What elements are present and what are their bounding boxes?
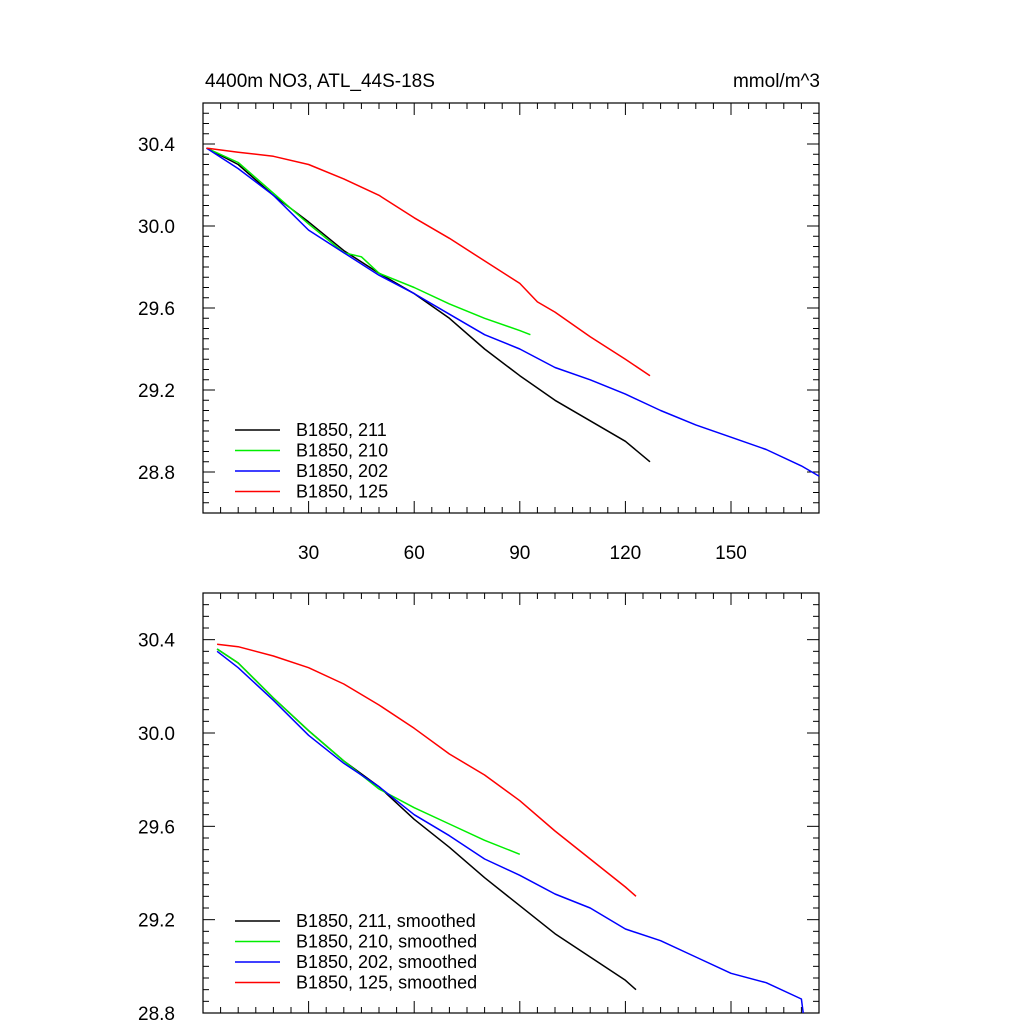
bottom-panel: 28.8 29.2 29.6 30.0 30.4 B1850, 211, smoothe… <box>138 592 820 1024</box>
y-tick-label: 30.4 <box>138 631 175 652</box>
y-tick-label: 29.6 <box>138 299 175 320</box>
legend-entry-label: B1850, 210, smoothed <box>296 932 477 952</box>
y-tick-label: 28.8 <box>138 1004 175 1024</box>
y-tick-label: 29.2 <box>138 911 175 932</box>
legend-entry-label: B1850, 210 <box>296 441 388 461</box>
top-panel: 28.8 29.2 29.6 30.0 30.4 30 60 90 120 150 B1850,… <box>138 102 820 564</box>
legend-entry-label: B1850, 202 <box>296 461 388 481</box>
x-tick-label: 30 <box>298 543 319 564</box>
series-line <box>216 648 521 855</box>
bottom-panel-ticks <box>203 592 819 1014</box>
bottom-panel-y-tick-labels: 28.8 29.2 29.6 30.0 30.4 <box>138 631 175 1024</box>
legend-entry-label: B1850, 211, smoothed <box>296 911 476 931</box>
legend-entry-label: B1850, 211 <box>296 420 387 440</box>
y-tick-label: 29.2 <box>138 381 175 402</box>
y-tick-label: 30.4 <box>138 135 175 156</box>
series-line <box>206 147 820 477</box>
x-tick-label: 90 <box>509 543 530 564</box>
x-tick-label: 60 <box>404 543 425 564</box>
units-label: mmol/m^3 <box>733 71 820 92</box>
x-tick-label: 120 <box>610 543 642 564</box>
y-tick-label: 29.6 <box>138 817 175 838</box>
legend-entry-label: B1850, 125 <box>296 482 388 502</box>
series-line <box>216 650 804 1014</box>
series-line <box>217 643 637 897</box>
series-line <box>206 147 651 463</box>
legend-entry-label: B1850, 125, smoothed <box>296 973 477 993</box>
legend-entry-label: B1850, 202, smoothed <box>296 952 477 972</box>
series-line <box>206 147 651 377</box>
top-panel-y-tick-labels: 28.8 29.2 29.6 30.0 30.4 <box>138 135 175 484</box>
bottom-panel-series <box>216 643 804 1014</box>
y-tick-label: 30.0 <box>138 217 175 238</box>
top-panel-ticks <box>203 102 819 514</box>
x-tick-label: 150 <box>715 543 747 564</box>
top-panel-series <box>206 147 820 477</box>
y-tick-label: 28.8 <box>138 463 175 484</box>
series-line <box>206 147 531 336</box>
y-tick-label: 30.0 <box>138 724 175 745</box>
chart-title: 4400m NO3, ATL_44S-18S <box>205 71 435 92</box>
top-panel-x-tick-labels: 30 60 90 120 150 <box>298 543 747 564</box>
